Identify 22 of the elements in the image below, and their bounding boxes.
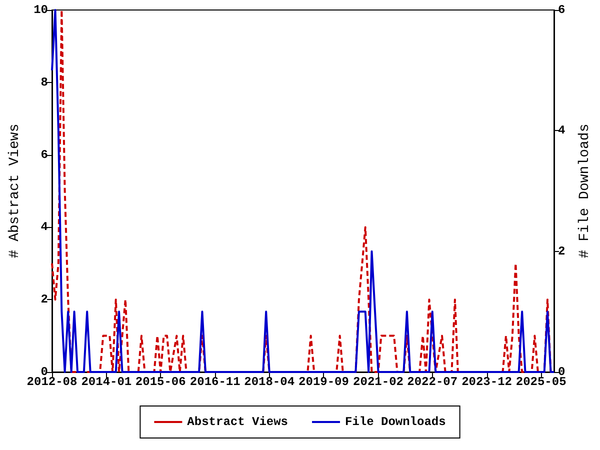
x-tick-label: 2019-09 bbox=[298, 375, 349, 389]
y2-tick-label: 2 bbox=[558, 244, 566, 258]
y2-tick-label: 4 bbox=[558, 124, 566, 138]
y-tick-label: 6 bbox=[40, 148, 48, 162]
y2-tick-label: 6 bbox=[558, 3, 566, 17]
y-tick-label: 2 bbox=[40, 292, 48, 307]
x-tick-label: 2022-07 bbox=[407, 375, 458, 389]
x-tick-label: 2018-04 bbox=[244, 375, 295, 389]
y-tick-label: 4 bbox=[40, 220, 48, 234]
x-tick-label: 2015-06 bbox=[135, 375, 186, 389]
x-tick-label: 2012-08 bbox=[26, 375, 78, 389]
legend-label: Abstract Views bbox=[187, 415, 288, 429]
x-tick-label: 2014-01 bbox=[81, 375, 132, 389]
x-tick-label: 2021-02 bbox=[353, 375, 404, 389]
x-tick-label: 2025-05 bbox=[516, 375, 566, 389]
y2-axis-title: # File Downloads bbox=[577, 124, 593, 258]
y-axis-title: # Abstract Views bbox=[7, 124, 23, 258]
y-tick-label: 8 bbox=[40, 75, 48, 90]
y-tick-label: 10 bbox=[34, 3, 48, 17]
x-tick-label: 2016-11 bbox=[190, 375, 240, 389]
legend-label: File Downloads bbox=[345, 415, 446, 429]
x-tick-label: 2023-12 bbox=[462, 375, 512, 389]
